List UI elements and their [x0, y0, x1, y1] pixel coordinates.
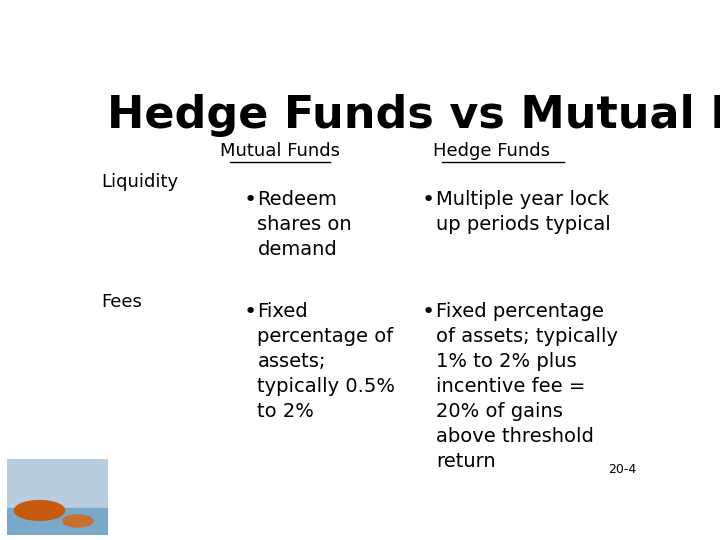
Text: •: •	[243, 190, 257, 210]
Text: Multiple year lock
up periods typical: Multiple year lock up periods typical	[436, 190, 611, 233]
Bar	[7, 508, 108, 535]
Text: •: •	[422, 190, 436, 210]
Text: Fees: Fees	[101, 294, 142, 312]
Text: Hedge Funds vs Mutual Funds: Hedge Funds vs Mutual Funds	[107, 94, 720, 137]
Text: •: •	[422, 302, 436, 322]
Text: Hedge Funds: Hedge Funds	[433, 141, 550, 160]
Text: Redeem
shares on
demand: Redeem shares on demand	[258, 190, 352, 259]
Text: Mutual Funds: Mutual Funds	[220, 141, 340, 160]
Ellipse shape	[14, 501, 65, 520]
Bar	[7, 459, 108, 508]
Text: Liquidity: Liquidity	[101, 173, 179, 191]
Ellipse shape	[63, 515, 93, 527]
Text: 20-4: 20-4	[608, 463, 637, 476]
Text: Fixed
percentage of
assets;
typically 0.5%
to 2%: Fixed percentage of assets; typically 0.…	[258, 302, 395, 421]
Text: Fixed percentage
of assets; typically
1% to 2% plus
incentive fee =
20% of gains: Fixed percentage of assets; typically 1%…	[436, 302, 618, 471]
Text: •: •	[243, 302, 257, 322]
